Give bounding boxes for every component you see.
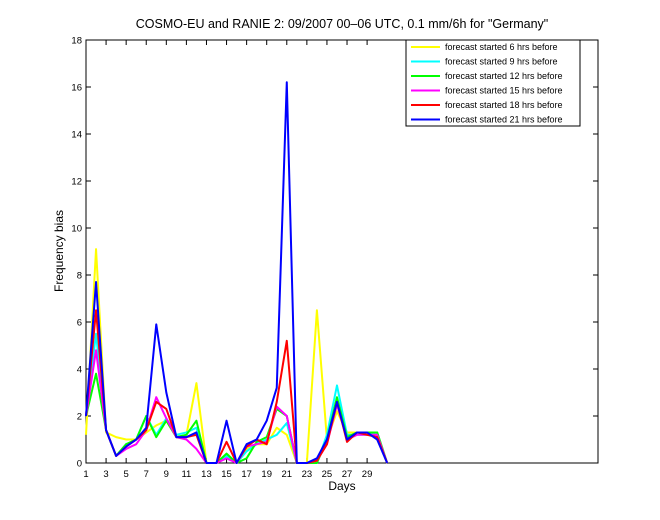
legend-label-5: forecast started 18 hrs before [445,100,563,110]
y-tick-label: 14 [71,130,82,141]
series-lines [85,81,389,464]
legend-box [405,39,581,127]
y-tick-label: 4 [77,365,82,376]
legend-label-2: forecast started 9 hrs before [445,57,558,67]
x-tick-label: 3 [103,469,108,480]
x-tick-label: 29 [362,469,373,480]
legend-label-3: forecast started 12 hrs before [445,71,563,81]
y-tick-label: 2 [77,412,82,423]
legend: forecast started 6 hrs before forecast st… [405,39,581,127]
y-tick-label: 8 [77,271,82,282]
chart-title: COSMO-EU and RANIE 2: 09/2007 00–06 UTC,… [136,17,549,31]
x-tick-label: 17 [241,469,252,480]
y-tick-label: 12 [71,177,82,188]
legend-label-6: forecast started 21 hrs before [445,115,563,125]
x-tick-label: 5 [124,469,129,480]
y-tick-label: 6 [77,318,82,329]
x-tick-label: 11 [181,469,191,480]
x-tick-label: 7 [144,469,149,480]
x-tick-label: 19 [261,469,272,480]
y-tick-label: 0 [77,459,82,470]
x-tick-label: 25 [322,469,333,480]
legend-label-4: forecast started 15 hrs before [445,86,563,96]
x-tick-label: 9 [164,469,169,480]
x-tick-label: 23 [302,469,313,480]
x-tick-label: 27 [342,469,353,480]
x-tick-label: 1 [83,469,88,480]
series-line-6 [85,81,389,464]
x-tick-label: 21 [281,469,292,480]
y-tick-label: 18 [71,36,82,47]
y-tick-label: 16 [71,83,82,94]
legend-label-1: forecast started 6 hrs before [445,42,558,52]
x-axis-label: Days [328,479,355,493]
x-tick-label: 15 [221,469,232,480]
x-tick-label: 13 [201,469,212,480]
y-tick-label: 10 [71,224,82,235]
y-axis-label: Frequency bias [52,210,66,292]
